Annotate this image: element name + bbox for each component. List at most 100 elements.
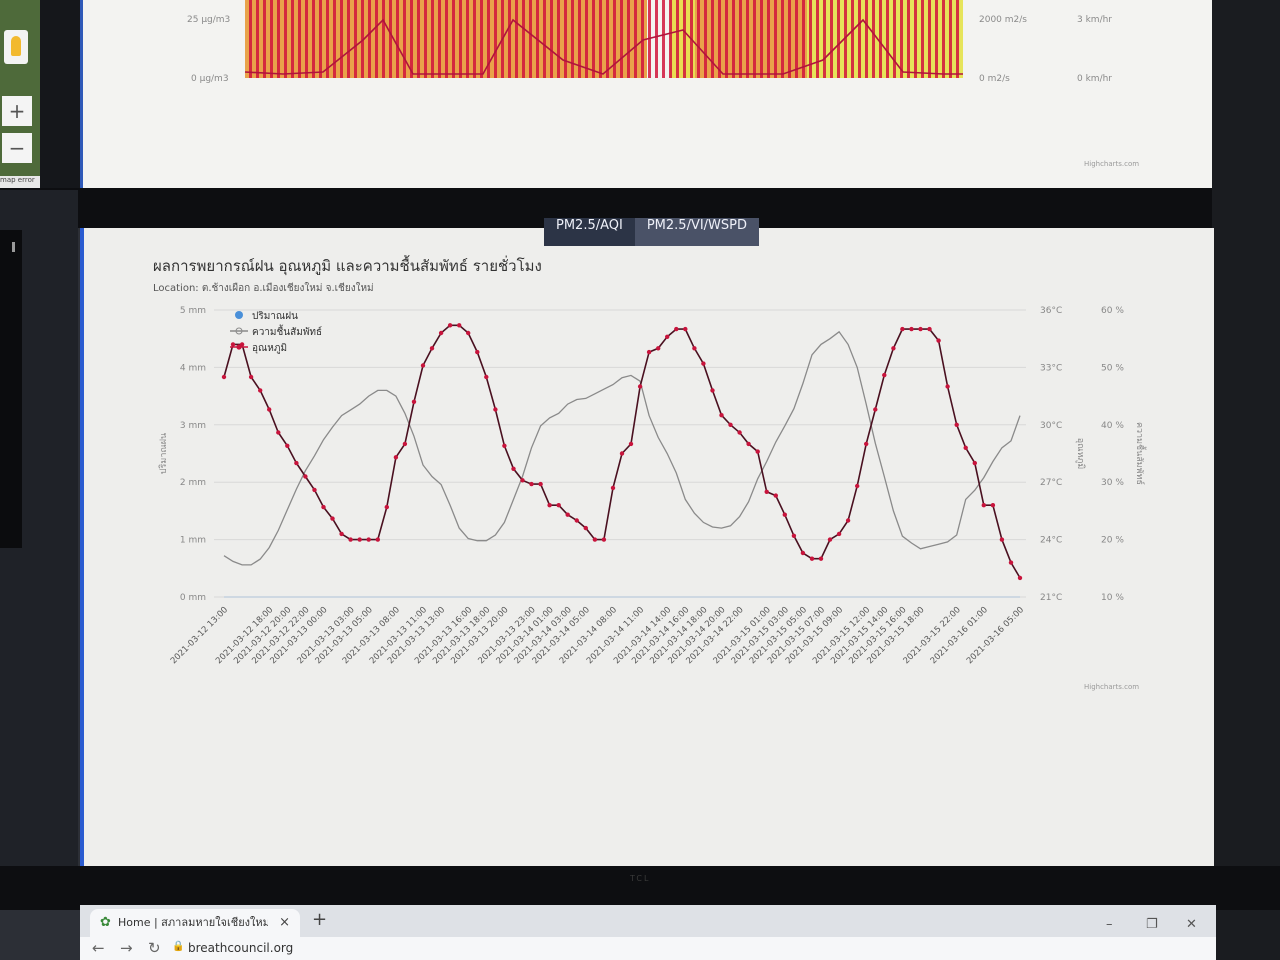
temperature-point[interactable] xyxy=(918,326,923,332)
temperature-point[interactable] xyxy=(764,489,769,494)
temperature-point[interactable] xyxy=(357,537,362,542)
temperature-point[interactable] xyxy=(909,326,914,332)
temperature-point[interactable] xyxy=(556,503,561,508)
temperature-point[interactable] xyxy=(420,363,426,368)
temperature-point[interactable] xyxy=(954,422,959,427)
temperature-point[interactable] xyxy=(457,323,462,328)
temperature-point[interactable] xyxy=(791,533,797,538)
temperature-point[interactable] xyxy=(502,443,507,448)
temperature-point[interactable] xyxy=(963,445,968,450)
temperature-point[interactable] xyxy=(981,503,986,508)
temperature-point[interactable] xyxy=(303,474,308,479)
legend-item-label[interactable]: อุณหภูมิ xyxy=(252,343,287,354)
temperature-point[interactable] xyxy=(692,346,697,351)
temperature-point[interactable] xyxy=(402,441,408,447)
temperature-point[interactable] xyxy=(728,422,733,427)
reload-button[interactable]: ↻ xyxy=(148,939,161,957)
tab-pm25-vi-wspd[interactable]: PM2.5/VI/WSPD xyxy=(634,218,760,246)
temperature-point[interactable] xyxy=(845,518,851,523)
back-button[interactable]: ← xyxy=(92,939,105,957)
temperature-point[interactable] xyxy=(873,407,878,412)
temperature-point[interactable] xyxy=(547,503,552,508)
legend-item-label[interactable]: ความชื้นสัมพัทธ์ xyxy=(252,324,322,338)
temperature-point[interactable] xyxy=(737,430,742,435)
temperature-point[interactable] xyxy=(945,384,950,389)
temperature-point[interactable] xyxy=(520,478,525,483)
new-tab-button[interactable]: + xyxy=(312,909,328,930)
temperature-point[interactable] xyxy=(574,518,579,523)
forward-button[interactable]: → xyxy=(120,939,133,957)
temperature-point[interactable] xyxy=(1017,575,1023,581)
browser-tab[interactable]: ✿ Home | สภาลมหายใจเชียงใหม่ × xyxy=(90,909,300,937)
temperature-point[interactable] xyxy=(891,346,896,351)
temperature-point[interactable] xyxy=(565,512,570,517)
temperature-point[interactable] xyxy=(493,407,498,412)
temperature-point[interactable] xyxy=(800,550,806,556)
close-window-button[interactable]: ✕ xyxy=(1186,917,1197,932)
minimize-window-button[interactable]: – xyxy=(1106,917,1113,932)
temperature-point[interactable] xyxy=(438,330,444,336)
temperature-point[interactable] xyxy=(999,537,1005,542)
temperature-point[interactable] xyxy=(348,537,353,542)
temperature-point[interactable] xyxy=(538,481,543,487)
temperature-point[interactable] xyxy=(882,372,887,378)
temperature-point[interactable] xyxy=(285,443,290,448)
temperature-point[interactable] xyxy=(230,342,236,347)
temperature-point[interactable] xyxy=(619,451,625,456)
temperature-point[interactable] xyxy=(827,537,833,542)
temperature-point[interactable] xyxy=(637,384,643,389)
temperature-point[interactable] xyxy=(267,407,272,412)
street-view-pegman-icon[interactable] xyxy=(4,30,28,64)
close-tab-icon[interactable]: × xyxy=(279,915,290,930)
zoom-out-button[interactable]: − xyxy=(2,133,32,163)
temperature-point[interactable] xyxy=(393,455,399,460)
temperature-point[interactable] xyxy=(746,441,751,447)
temperature-point[interactable] xyxy=(312,487,317,493)
temperature-point[interactable] xyxy=(339,531,344,537)
temperature-point[interactable] xyxy=(855,483,860,489)
temperature-point[interactable] xyxy=(511,466,516,471)
temperature-point[interactable] xyxy=(466,330,471,336)
temperature-point[interactable] xyxy=(411,399,417,404)
temperature-point[interactable] xyxy=(628,441,634,447)
temperature-point[interactable] xyxy=(782,512,787,517)
temperature-point[interactable] xyxy=(321,504,326,510)
temperature-point[interactable] xyxy=(972,460,977,466)
temperature-point[interactable] xyxy=(701,361,706,366)
restore-window-button[interactable]: ❐ xyxy=(1146,917,1158,932)
tab-pm25-aqi[interactable]: PM2.5/AQI xyxy=(544,218,635,246)
temperature-point[interactable] xyxy=(665,334,670,339)
temperature-point[interactable] xyxy=(656,346,661,351)
temperature-point[interactable] xyxy=(836,531,842,537)
temperature-point[interactable] xyxy=(674,326,679,332)
temperature-point[interactable] xyxy=(683,326,688,332)
address-bar-url[interactable]: breathcouncil.org xyxy=(188,941,294,955)
temperature-point[interactable] xyxy=(773,493,778,498)
temperature-point[interactable] xyxy=(601,537,607,542)
temperature-point[interactable] xyxy=(809,556,815,561)
temperature-point[interactable] xyxy=(646,349,652,355)
temperature-point[interactable] xyxy=(221,374,227,380)
temperature-point[interactable] xyxy=(294,460,299,466)
temperature-point[interactable] xyxy=(475,349,480,355)
temperature-point[interactable] xyxy=(592,537,598,542)
temperature-point[interactable] xyxy=(429,346,435,351)
temperature-point[interactable] xyxy=(990,503,996,508)
temperature-point[interactable] xyxy=(719,413,724,418)
temperature-point[interactable] xyxy=(755,449,760,454)
temperature-point[interactable] xyxy=(818,556,824,561)
temperature-point[interactable] xyxy=(936,338,941,343)
temperature-point[interactable] xyxy=(366,537,371,542)
temperature-point[interactable] xyxy=(864,441,869,447)
temperature-point[interactable] xyxy=(710,388,715,393)
temperature-point[interactable] xyxy=(447,323,453,328)
temperature-point[interactable] xyxy=(529,481,534,487)
temperature-point[interactable] xyxy=(384,504,389,510)
temperature-point[interactable] xyxy=(375,537,380,542)
temperature-point[interactable] xyxy=(927,326,932,332)
temperature-point[interactable] xyxy=(258,388,263,393)
legend-item-label[interactable]: ปริมาณฝน xyxy=(252,311,298,322)
temperature-point[interactable] xyxy=(276,430,281,435)
temperature-point[interactable] xyxy=(484,374,489,380)
